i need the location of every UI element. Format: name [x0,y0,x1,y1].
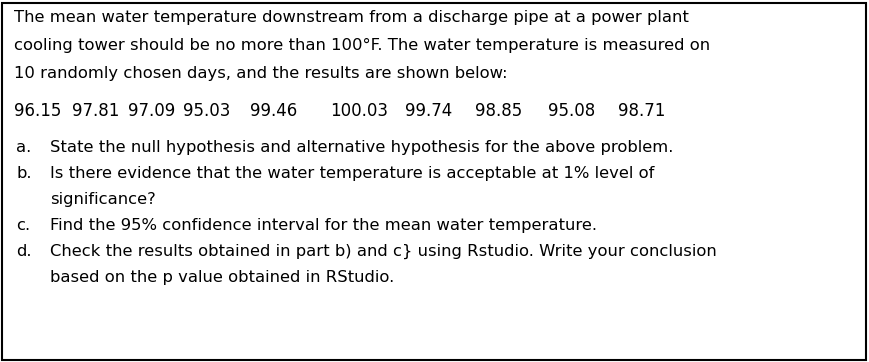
Text: 99.74: 99.74 [405,102,452,120]
Text: 97.81: 97.81 [72,102,119,120]
Text: The mean water temperature downstream from a discharge pipe at a power plant: The mean water temperature downstream fr… [14,10,688,25]
Text: 10 randomly chosen days, and the results are shown below:: 10 randomly chosen days, and the results… [14,66,507,81]
Text: 98.85: 98.85 [474,102,521,120]
Text: significance?: significance? [50,192,156,207]
Text: 100.03: 100.03 [329,102,388,120]
Text: 98.71: 98.71 [617,102,665,120]
Text: based on the p value obtained in RStudio.: based on the p value obtained in RStudio… [50,270,394,285]
Text: 99.46: 99.46 [249,102,297,120]
Text: 96.15: 96.15 [14,102,62,120]
Text: Is there evidence that the water temperature is acceptable at 1% level of: Is there evidence that the water tempera… [50,166,653,181]
Text: Check the results obtained in part b) and c} using Rstudio. Write your conclusio: Check the results obtained in part b) an… [50,244,716,259]
Text: 97.09: 97.09 [128,102,175,120]
Text: a.: a. [16,140,31,155]
Text: 95.08: 95.08 [547,102,594,120]
Text: c.: c. [16,218,30,233]
Text: State the null hypothesis and alternative hypothesis for the above problem.: State the null hypothesis and alternativ… [50,140,673,155]
Text: Find the 95% confidence interval for the mean water temperature.: Find the 95% confidence interval for the… [50,218,596,233]
Text: cooling tower should be no more than 100°F. The water temperature is measured on: cooling tower should be no more than 100… [14,38,709,53]
Text: b.: b. [16,166,31,181]
Text: 95.03: 95.03 [182,102,230,120]
FancyBboxPatch shape [2,3,865,360]
Text: d.: d. [16,244,31,259]
